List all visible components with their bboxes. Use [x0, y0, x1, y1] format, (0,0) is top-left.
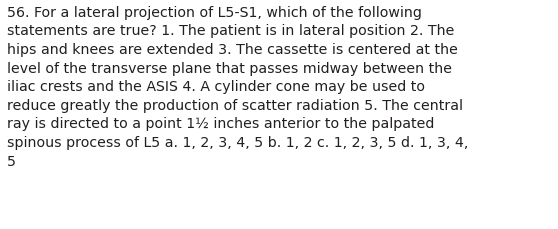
Text: 56. For a lateral projection of L5-S1, which of the following
statements are tru: 56. For a lateral projection of L5-S1, w…	[7, 6, 468, 168]
